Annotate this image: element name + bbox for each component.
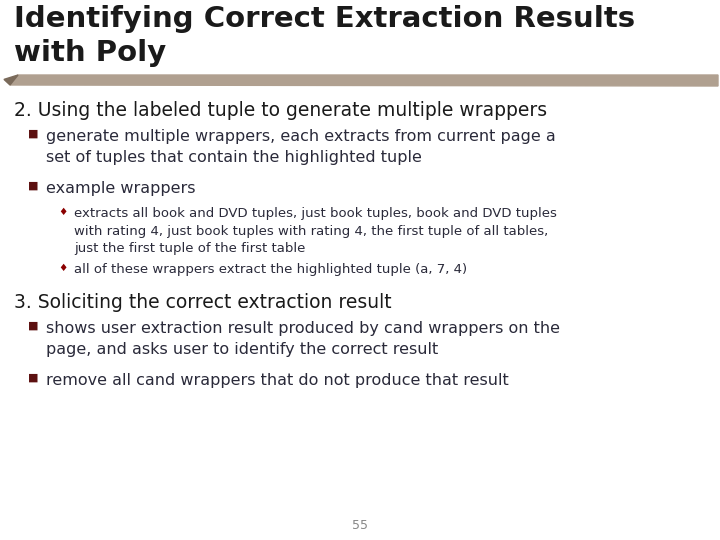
Text: shows user extraction result produced by cand wrappers on the
page, and asks use: shows user extraction result produced by… [46, 321, 560, 357]
Text: ■: ■ [28, 181, 38, 191]
Text: remove all cand wrappers that do not produce that result: remove all cand wrappers that do not pro… [46, 373, 509, 388]
Text: ■: ■ [28, 321, 38, 331]
Text: Identifying Correct Extraction Results: Identifying Correct Extraction Results [14, 5, 635, 33]
Polygon shape [4, 75, 18, 85]
Text: with Poly: with Poly [14, 39, 166, 67]
Text: 2. Using the labeled tuple to generate multiple wrappers: 2. Using the labeled tuple to generate m… [14, 101, 547, 120]
Text: generate multiple wrappers, each extracts from current page a
set of tuples that: generate multiple wrappers, each extract… [46, 129, 556, 165]
Text: ♦: ♦ [58, 207, 67, 217]
Text: ♦: ♦ [58, 263, 67, 273]
Text: ■: ■ [28, 129, 38, 139]
Polygon shape [10, 75, 718, 86]
Text: example wrappers: example wrappers [46, 181, 196, 196]
Text: ■: ■ [28, 373, 38, 383]
Text: 3. Soliciting the correct extraction result: 3. Soliciting the correct extraction res… [14, 293, 392, 312]
Text: extracts all book and DVD tuples, just book tuples, book and DVD tuples
with rat: extracts all book and DVD tuples, just b… [74, 207, 557, 255]
Text: all of these wrappers extract the highlighted tuple (a, 7, 4): all of these wrappers extract the highli… [74, 263, 467, 276]
Text: 55: 55 [352, 519, 368, 532]
